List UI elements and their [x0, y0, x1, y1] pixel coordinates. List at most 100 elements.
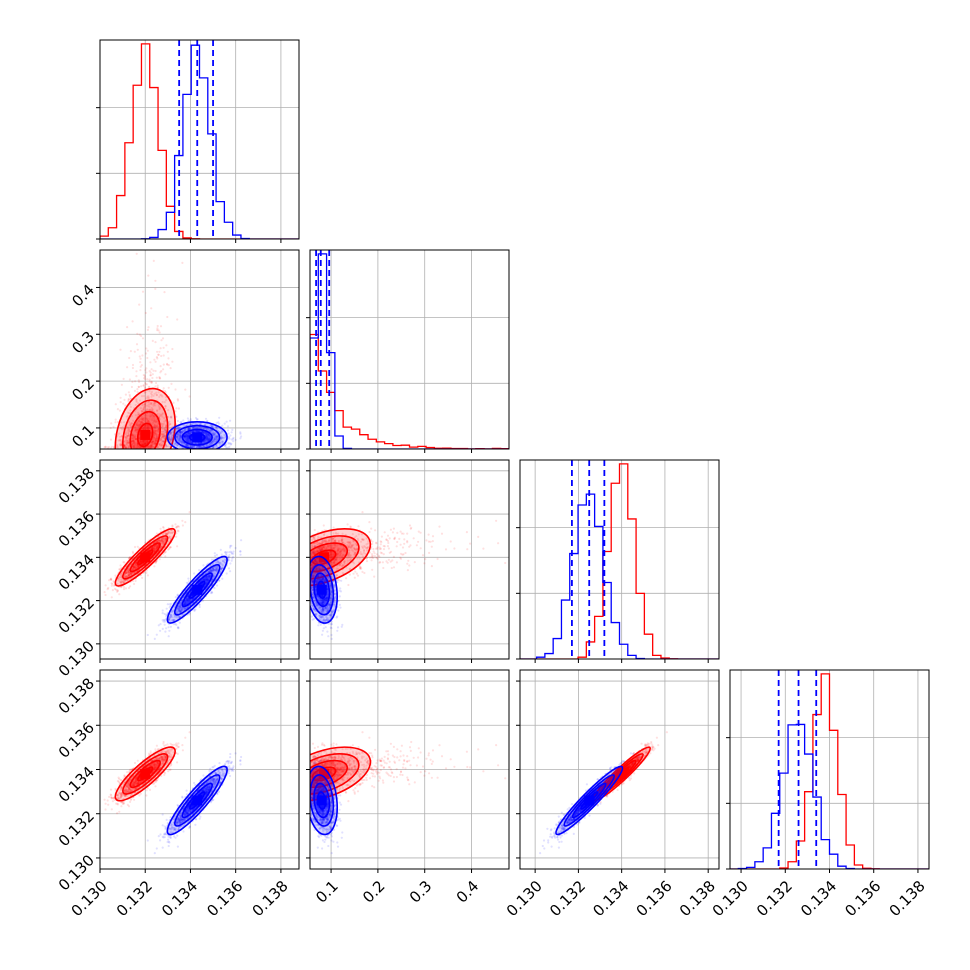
scatter-point: [181, 431, 184, 434]
scatter-point: [205, 435, 208, 439]
scatter-point: [198, 442, 201, 445]
scatter-point: [142, 450, 144, 452]
scatter-point: [160, 438, 163, 441]
scatter-point: [138, 453, 140, 455]
scatter-point: [162, 433, 165, 436]
scatter-point: [123, 586, 126, 589]
scatter-point: [120, 578, 123, 582]
scatter-point: [190, 441, 194, 445]
scatter-point: [128, 393, 131, 397]
scatter-point: [188, 431, 191, 435]
scatter-point: [133, 566, 137, 569]
scatter-point: [205, 437, 208, 440]
scatter-point: [170, 434, 173, 437]
scatter-point: [215, 437, 218, 440]
scatter-point: [125, 571, 128, 575]
scatter-point: [146, 408, 149, 411]
scatter-point: [167, 409, 170, 412]
scatter-point: [151, 413, 154, 416]
scatter-point: [133, 445, 136, 448]
scatter-point: [159, 371, 162, 374]
scatter-point: [142, 384, 145, 387]
scatter-point: [147, 396, 151, 400]
scatter-point: [185, 433, 188, 436]
scatter-point: [134, 562, 138, 565]
scatter-point: [221, 440, 224, 443]
scatter-point: [156, 412, 159, 415]
scatter-point: [153, 419, 157, 422]
scatter-point: [139, 361, 142, 364]
scatter-point: [124, 571, 127, 575]
scatter-point: [130, 385, 133, 389]
scatter-point: [139, 423, 142, 426]
scatter-point: [205, 434, 208, 437]
scatter-point: [150, 547, 153, 550]
scatter-point: [127, 398, 130, 401]
scatter-point: [214, 432, 217, 435]
scatter-point: [155, 435, 158, 438]
hist-red: [100, 43, 299, 239]
scatter-point: [196, 430, 199, 433]
scatter-point: [161, 415, 164, 418]
scatter-point: [128, 356, 131, 360]
scatter-point: [129, 585, 132, 588]
scatter-point: [158, 350, 161, 353]
scatter-point: [182, 452, 184, 454]
scatter-point: [164, 429, 167, 432]
scatter-point: [192, 449, 194, 451]
scatter-point: [182, 424, 185, 427]
scatter-point: [138, 449, 140, 451]
scatter-point: [190, 445, 194, 448]
scatter-point: [198, 442, 201, 445]
scatter-point: [206, 437, 209, 440]
scatter-point: [146, 395, 149, 398]
scatter-point: [206, 436, 209, 439]
scatter-point: [179, 439, 182, 442]
scatter-point: [136, 388, 139, 391]
scatter-point: [143, 419, 146, 422]
scatter-point: [151, 373, 154, 376]
scatter-point: [125, 575, 128, 578]
scatter-point: [176, 419, 179, 423]
scatter-point: [152, 416, 155, 419]
scatter-point: [177, 449, 179, 451]
scatter-point: [220, 436, 223, 439]
scatter-point: [127, 573, 130, 576]
scatter-point: [202, 440, 206, 443]
scatter-point: [177, 407, 180, 410]
scatter-point: [155, 437, 158, 440]
scatter-point: [162, 456, 164, 458]
scatter-point: [180, 440, 183, 443]
scatter-point: [147, 451, 149, 453]
scatter-point: [213, 438, 216, 441]
scatter-point: [215, 435, 218, 438]
scatter-point: [162, 526, 165, 529]
scatter-point: [147, 326, 150, 329]
scatter-point: [142, 427, 145, 430]
scatter-point: [202, 432, 205, 435]
scatter-point: [161, 540, 164, 543]
scatter-point: [191, 445, 194, 448]
scatter-point: [188, 432, 191, 435]
scatter-point: [184, 433, 187, 436]
scatter-point: [137, 420, 141, 423]
scatter-point: [178, 433, 182, 437]
scatter-point: [155, 425, 159, 428]
scatter-point: [180, 431, 184, 434]
scatter-point: [139, 446, 142, 449]
scatter-point: [121, 426, 124, 429]
scatter-point: [143, 417, 146, 420]
scatter-point: [141, 421, 144, 424]
scatter-point: [170, 436, 174, 439]
scatter-point: [187, 435, 190, 438]
scatter-point: [188, 426, 191, 430]
scatter-point: [191, 430, 194, 433]
scatter-point: [154, 545, 157, 548]
scatter-point: [163, 427, 166, 430]
scatter-point: [141, 419, 145, 422]
scatter-point: [123, 575, 126, 579]
scatter-point: [212, 446, 215, 449]
scatter-point: [154, 429, 157, 432]
scatter-point: [112, 425, 115, 428]
scatter-point: [131, 451, 133, 453]
